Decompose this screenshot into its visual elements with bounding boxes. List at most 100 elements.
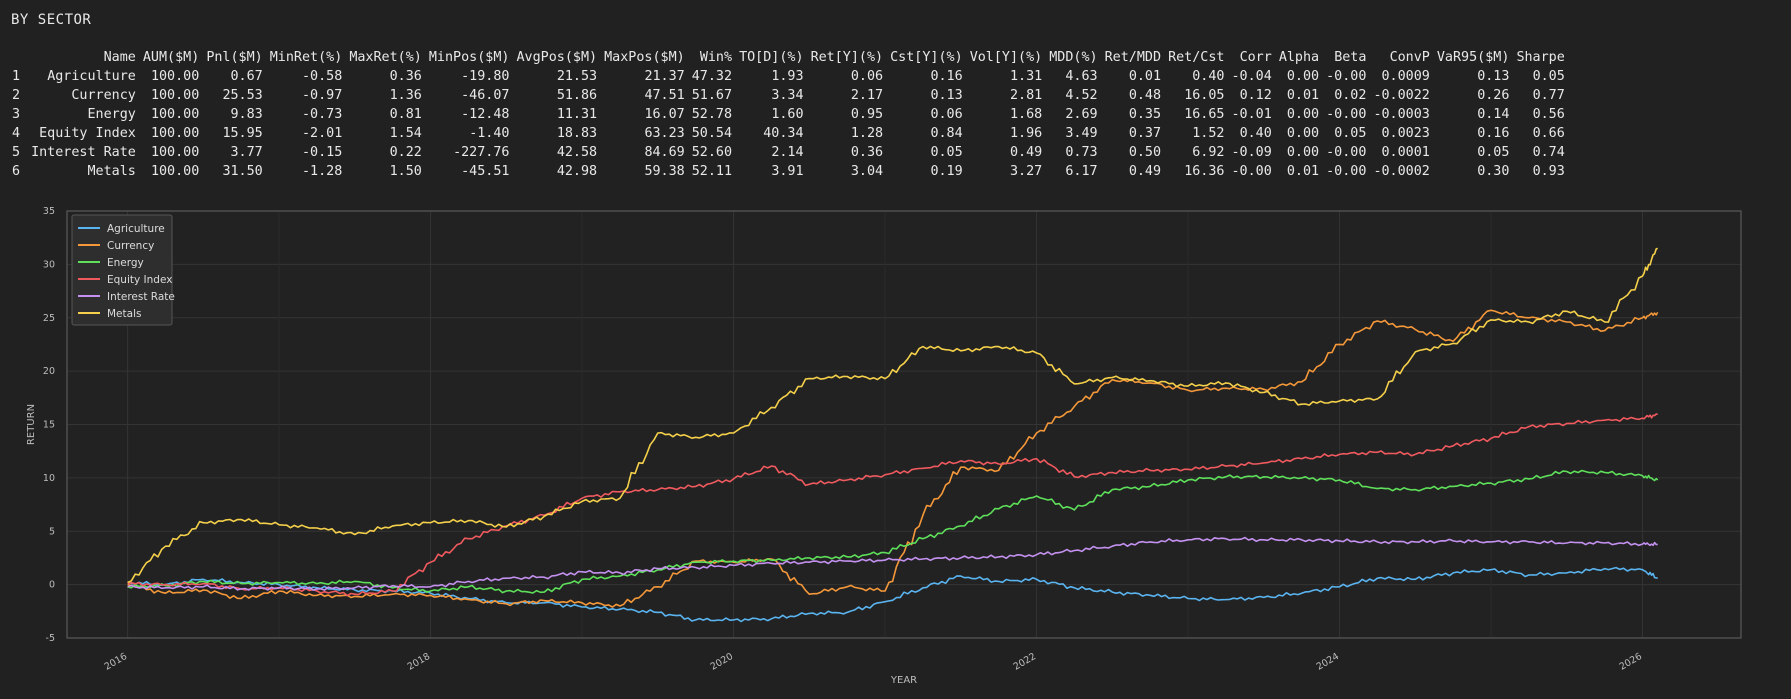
table-cell: 100.00 xyxy=(150,88,200,103)
y-tick-label: 15 xyxy=(43,420,55,431)
table-cell: 2.81 xyxy=(1010,88,1043,103)
table-cell: 3.27 xyxy=(1010,164,1043,179)
table-cell: Equity Index xyxy=(39,126,136,141)
column-header: Alpha xyxy=(1278,50,1320,65)
table-cell: 0.77 xyxy=(1532,88,1565,103)
table-cell: 0.16 xyxy=(930,69,963,84)
table-cell: 1.68 xyxy=(1010,107,1043,122)
table-cell: 52.11 xyxy=(691,164,733,179)
table-cell: 63.23 xyxy=(644,126,685,141)
column-header: AvgPos($M) xyxy=(516,50,598,65)
table-cell: 0.01 xyxy=(1128,69,1162,84)
x-tick-label: 2024 xyxy=(1315,651,1341,673)
table-cell: 0.0009 xyxy=(1381,69,1430,84)
table-cell: 0.26 xyxy=(1477,88,1510,103)
table-cell: 0.48 xyxy=(1128,88,1162,103)
table-cell: 51.67 xyxy=(691,88,733,103)
table-cell: 9.83 xyxy=(230,107,263,122)
table-row: 3 Energy 100.00 9.83 -0.73 0.81 -12.48 11.31 16.… xyxy=(6,105,1565,124)
legend-label: Metals xyxy=(107,308,141,320)
table-cell: 21.53 xyxy=(556,69,598,84)
table-cell: -46.07 xyxy=(461,88,510,103)
column-header: Win% xyxy=(699,50,733,65)
table-cell: 0.49 xyxy=(1128,164,1162,179)
table-cell: 100.00 xyxy=(150,164,200,179)
row-index: 2 xyxy=(12,88,21,103)
row-index: 4 xyxy=(12,126,21,141)
table-cell: 21.37 xyxy=(644,69,685,84)
table-cell: 0.0001 xyxy=(1381,145,1430,160)
y-tick-label: 5 xyxy=(49,526,55,537)
cumulative-return-chart: -5 0 5 10 15 20 25 30 35 2016 2018 2020 2022 2024 2026… xyxy=(0,200,1791,695)
table-cell: 0.74 xyxy=(1532,145,1565,160)
table-cell: 16.65 xyxy=(1184,107,1225,122)
table-cell: 52.78 xyxy=(691,107,733,122)
row-index: 5 xyxy=(12,145,21,160)
table-cell: 11.31 xyxy=(556,107,598,122)
y-tick-label: 25 xyxy=(43,313,55,324)
plot-frame xyxy=(66,210,1742,639)
table-cell: 0.00 xyxy=(1286,69,1320,84)
x-axis-label: YEAR xyxy=(890,675,917,686)
table-cell: 59.38 xyxy=(644,164,685,179)
table-cell: 0.84 xyxy=(930,126,963,141)
table-cell: 0.40 xyxy=(1192,69,1225,84)
table-cell: -0.00 xyxy=(1326,69,1367,84)
table-cell: -1.40 xyxy=(469,126,510,141)
column-header: Sharpe xyxy=(1516,50,1565,65)
table-cell: 0.36 xyxy=(389,69,422,84)
table-cell: -0.00 xyxy=(1231,164,1272,179)
table-cell: 0.67 xyxy=(230,69,263,84)
table-cell: 0.00 xyxy=(1286,107,1320,122)
table-header-row: Name AUM($M) Pnl($M) MinRet(%) MaxRet(%) MinP… xyxy=(6,48,1565,67)
table-cell: -0.0022 xyxy=(1373,88,1430,103)
table-cell: -0.58 xyxy=(302,69,343,84)
column-header: MaxPos($M) xyxy=(604,50,685,65)
table-cell: 0.56 xyxy=(1532,107,1565,122)
table-cell: 0.40 xyxy=(1239,126,1272,141)
table-cell: 0.81 xyxy=(389,107,422,122)
table-cell: 0.93 xyxy=(1532,164,1565,179)
table-cell: -0.01 xyxy=(1231,107,1272,122)
table-cell: 0.50 xyxy=(1128,145,1162,160)
table-cell: Agriculture xyxy=(47,69,136,84)
table-cell: 3.91 xyxy=(771,164,804,179)
table-cell: 50.54 xyxy=(691,126,733,141)
table-row: 2 Currency 100.00 25.53 -0.97 1.36 -46.07 51.86… xyxy=(6,86,1565,105)
row-index-header xyxy=(6,48,24,67)
column-header: MaxRet(%) xyxy=(349,50,422,65)
series-line xyxy=(127,247,1658,584)
column-header: Ret/Cst xyxy=(1168,50,1225,65)
column-header: MinPos($M) xyxy=(428,50,510,65)
table-cell: 1.93 xyxy=(771,69,804,84)
column-header: Beta xyxy=(1334,50,1367,65)
table-cell: 1.60 xyxy=(771,107,804,122)
table-cell: 100.00 xyxy=(150,69,200,84)
table-cell: 18.83 xyxy=(556,126,598,141)
table-cell: 100.00 xyxy=(150,126,200,141)
y-tick-label: 35 xyxy=(43,206,55,217)
table-cell: 2.17 xyxy=(850,88,884,103)
series-line xyxy=(127,536,1658,591)
table-cell: 0.01 xyxy=(1286,164,1320,179)
legend-label: Agriculture xyxy=(107,223,165,235)
table-cell: 0.36 xyxy=(850,145,884,160)
series-line xyxy=(127,413,1658,597)
table-cell: 3.34 xyxy=(771,88,804,103)
table-cell: 0.95 xyxy=(850,107,884,122)
table-cell: 1.36 xyxy=(389,88,422,103)
table-cell: -0.00 xyxy=(1326,164,1367,179)
table-cell: 0.19 xyxy=(930,164,963,179)
table-cell: -19.80 xyxy=(461,69,510,84)
table-cell: Currency xyxy=(71,88,136,103)
table-cell: 0.05 xyxy=(1334,126,1367,141)
column-header: Name xyxy=(103,50,136,65)
table-cell: 0.13 xyxy=(930,88,963,103)
table-cell: -0.0002 xyxy=(1373,164,1430,179)
table-cell: 0.12 xyxy=(1239,88,1272,103)
legend-label: Energy xyxy=(107,257,144,269)
table-cell: 0.49 xyxy=(1010,145,1043,160)
table-cell: 42.98 xyxy=(556,164,598,179)
row-index: 1 xyxy=(12,69,21,84)
y-tick-label: 10 xyxy=(43,473,55,484)
